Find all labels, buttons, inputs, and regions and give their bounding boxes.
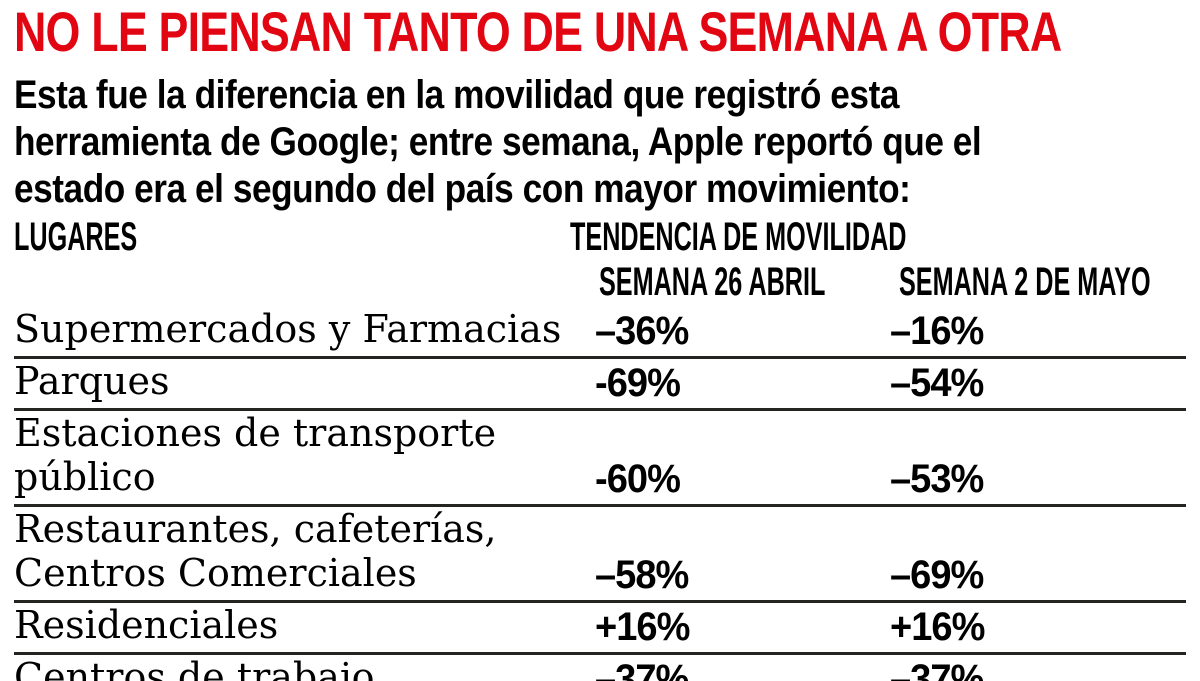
table-row: Residenciales +16% +16% xyxy=(14,603,1186,655)
table-header-row-groups: LUGARES TENDENCIA DE MOVILIDAD xyxy=(14,215,1186,257)
page-title-text: NO LE PIENSAN TANTO DE UNA SEMANA A OTRA xyxy=(14,0,1062,63)
week1-value: –58% xyxy=(595,553,689,597)
place-label: Supermercados y Farmacias xyxy=(14,307,562,351)
column-header-week1: SEMANA 26 ABRIL xyxy=(599,260,826,304)
week2-value: –69% xyxy=(890,553,984,597)
table-row: Supermercados y Farmacias –36% –16% xyxy=(14,302,1186,359)
subtitle-line-3: estado era el segundo del país con mayor… xyxy=(14,167,911,211)
place-label: Centros de trabajo xyxy=(14,655,375,681)
place-label: Parques xyxy=(14,359,170,403)
table-header-row-weeks: SEMANA 26 ABRIL SEMANA 2 DE MAYO xyxy=(14,257,1186,302)
column-header-lugares: LUGARES xyxy=(14,215,138,259)
table-row: Restaurantes, cafeterías, Centros Comerc… xyxy=(14,507,1186,603)
column-header-week2: SEMANA 2 DE MAYO xyxy=(899,260,1151,304)
subtitle-line-1: Esta fue la diferencia en la movilidad q… xyxy=(14,73,899,117)
place-label: Residenciales xyxy=(14,603,279,647)
place-label-line-1: Restaurantes, cafeterías, xyxy=(14,507,497,551)
table-row: Parques -69% –54% xyxy=(14,359,1186,411)
place-label: Restaurantes, cafeterías, Centros Comerc… xyxy=(14,507,580,595)
mobility-table: LUGARES TENDENCIA DE MOVILIDAD SEMANA 26… xyxy=(14,215,1186,681)
week1-value: -60% xyxy=(595,457,681,501)
page-title: NO LE PIENSAN TANTO DE UNA SEMANA A OTRA xyxy=(14,4,1186,60)
week1-value: +16% xyxy=(595,605,690,649)
week1-value: –36% xyxy=(595,309,689,353)
week1-value: –37% xyxy=(595,657,689,681)
place-label: Estaciones de transporte público xyxy=(14,411,497,499)
table-row: Estaciones de transporte público -60% –5… xyxy=(14,411,1186,507)
subtitle: Esta fue la diferencia en la movilidad q… xyxy=(14,72,1186,213)
column-header-tendencia: TENDENCIA DE MOVILIDAD xyxy=(570,215,907,259)
place-label-line-2: Centros Comerciales xyxy=(14,551,417,595)
table-row: Centros de trabajo –37% –37% xyxy=(14,655,1186,681)
week2-value: –54% xyxy=(890,361,984,405)
week2-value: –16% xyxy=(890,309,984,353)
subtitle-line-2: herramienta de Google; entre semana, App… xyxy=(14,120,982,164)
week2-value: –37% xyxy=(890,657,984,681)
week2-value: –53% xyxy=(890,457,984,501)
week1-value: -69% xyxy=(595,361,681,405)
week2-value: +16% xyxy=(890,605,985,649)
